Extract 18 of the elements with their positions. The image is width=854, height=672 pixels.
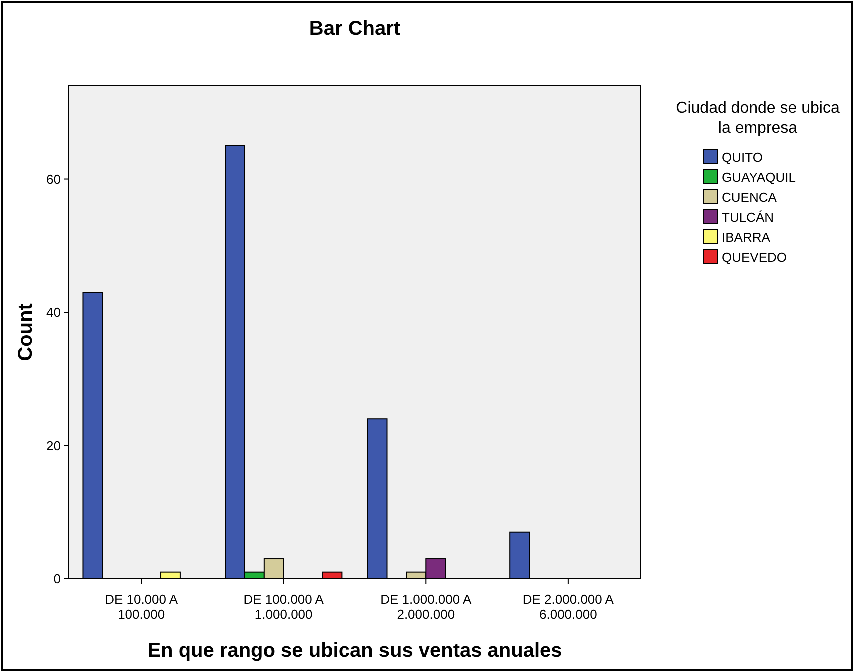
x-tick-label: DE 10.000 A 100.000 xyxy=(105,592,178,622)
legend-label: QUITO xyxy=(722,150,763,165)
x-tick-label: DE 1.000.000 A 2.000.000 xyxy=(380,592,472,622)
x-tick-label: DE 100.000 A 1.000.000 xyxy=(244,592,324,622)
x-tick-label: DE 2.000.000 A 6.000.000 xyxy=(522,592,614,622)
legend-title: Ciudad donde se ubica la empresa xyxy=(676,100,840,137)
y-tick-label: 0 xyxy=(54,572,61,587)
legend-label: IBARRA xyxy=(722,230,771,245)
chart-title: Bar Chart xyxy=(309,18,401,40)
legend-label: CUENCA xyxy=(722,190,778,205)
y-tick-label: 40 xyxy=(46,305,61,320)
legend-label: GUAYAQUIL xyxy=(722,170,796,185)
y-tick-label: 20 xyxy=(46,438,61,454)
y-tick-label: 60 xyxy=(46,172,61,187)
x-axis-title: En que rango se ubican sus ventas anuales xyxy=(148,640,562,662)
legend-label: QUEVEDO xyxy=(722,250,788,265)
y-axis-title: Count xyxy=(15,303,37,362)
legend-label: TULCÁN xyxy=(722,210,774,225)
